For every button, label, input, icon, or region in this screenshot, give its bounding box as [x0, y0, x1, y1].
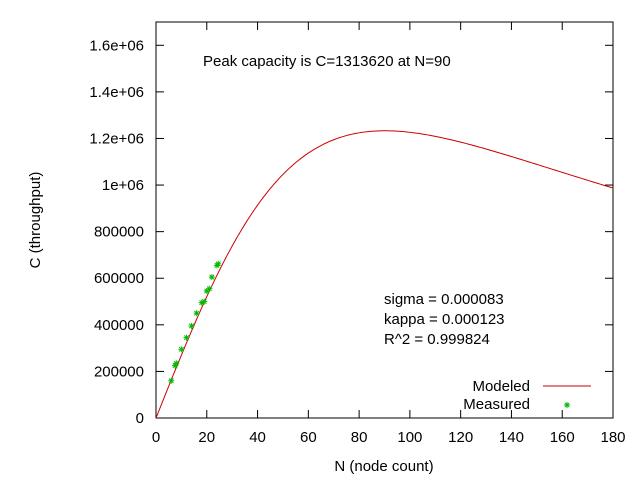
measured-point — [168, 377, 175, 384]
measured-point — [188, 322, 195, 329]
legend: Modeled Measured — [463, 378, 591, 413]
measured-point — [201, 298, 208, 305]
x-tick-label: 60 — [300, 429, 317, 446]
measured-point — [215, 260, 222, 267]
measured-point — [178, 346, 185, 353]
x-tick-label: 0 — [152, 429, 160, 446]
measured-point — [183, 334, 190, 341]
y-tick-label: 600000 — [94, 270, 144, 287]
measured-point — [206, 285, 213, 292]
legend-swatch-measured — [564, 402, 570, 408]
legend-label-measured: Measured — [463, 396, 530, 413]
kappa-annotation: kappa = 0.000123 — [384, 311, 505, 328]
peak-annotation: Peak capacity is C=1313620 at N=90 — [203, 53, 451, 70]
x-tick-label: 100 — [397, 429, 422, 446]
sigma-annotation: sigma = 0.000083 — [384, 291, 504, 308]
x-tick-label: 120 — [448, 429, 473, 446]
measured-point — [208, 274, 215, 281]
modeled-line — [155, 130, 614, 419]
x-tick-label: 160 — [550, 429, 575, 446]
y-axis-ticks: 0 200000 400000 600000 800000 1e+06 1.2e+06 1.4… — [89, 37, 613, 427]
r2-annotation: R^2 = 0.999824 — [384, 331, 490, 348]
x-tick-label: 140 — [499, 429, 524, 446]
y-tick-label: 0 — [136, 410, 144, 427]
legend-measured-point — [564, 402, 570, 408]
measured-point — [193, 310, 200, 317]
series-layer — [155, 130, 614, 419]
plot-frame — [155, 21, 614, 419]
y-tick-label: 800000 — [94, 224, 144, 241]
y-tick-label: 1.2e+06 — [89, 130, 144, 147]
x-axis-ticks: 0 20 40 60 80 100 120 140 160 180 — [152, 22, 626, 446]
y-tick-label: 200000 — [94, 363, 144, 380]
measured-point — [173, 360, 180, 367]
x-tick-label: 20 — [198, 429, 215, 446]
x-tick-label: 80 — [351, 429, 368, 446]
y-tick-label: 1.4e+06 — [89, 84, 144, 101]
y-tick-label: 1e+06 — [102, 177, 144, 194]
y-axis-label: C (throughput) — [27, 172, 44, 269]
y-tick-label: 400000 — [94, 317, 144, 334]
x-tick-label: 180 — [600, 429, 625, 446]
x-tick-label: 40 — [249, 429, 266, 446]
legend-label-modeled: Modeled — [472, 378, 530, 395]
x-axis-label: N (node count) — [334, 458, 433, 475]
y-tick-label: 1.6e+06 — [89, 37, 144, 54]
